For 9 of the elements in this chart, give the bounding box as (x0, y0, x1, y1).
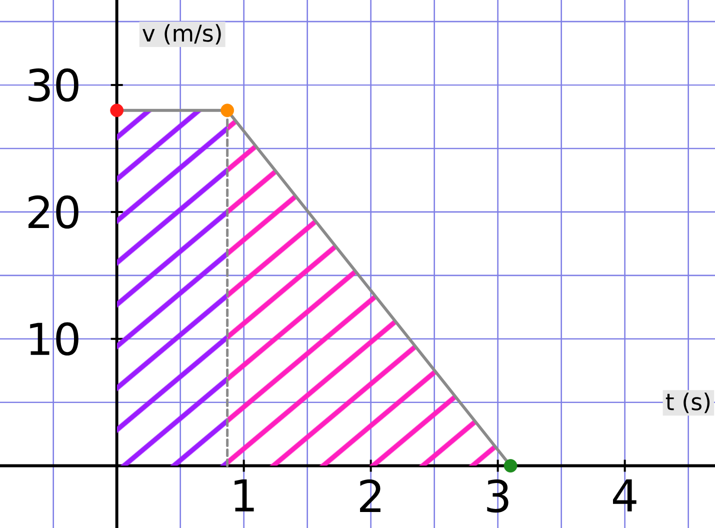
y-axis-title: v (m/s) (142, 24, 221, 45)
y-tick-label: 30 (28, 68, 78, 102)
y-tick-label: 10 (30, 322, 78, 356)
x-tick-label: 1 (234, 479, 254, 512)
x-tick-label: 4 (612, 479, 636, 512)
x-axis-title: t (s) (666, 392, 710, 414)
x-tick-label: 2 (360, 479, 380, 512)
x-tick-label: 3 (487, 479, 508, 513)
y-tick-label: 20 (28, 195, 78, 229)
